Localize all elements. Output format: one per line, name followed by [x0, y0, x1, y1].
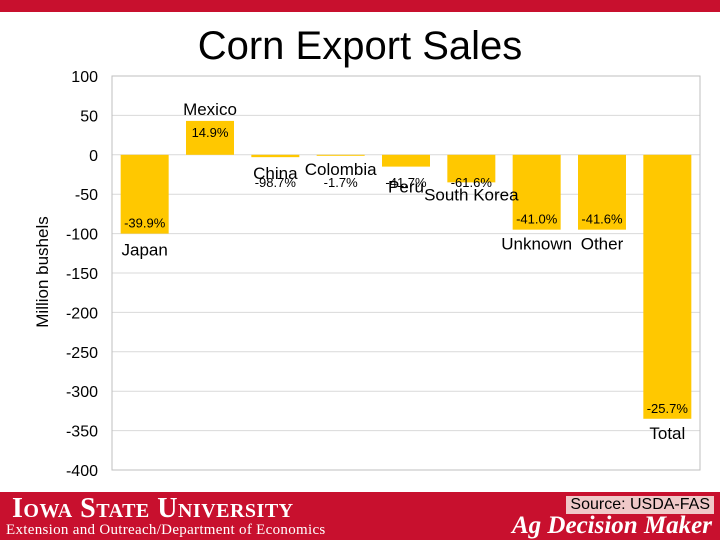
y-tick-label: -400	[66, 463, 98, 480]
y-axis-label: Million bushels	[33, 216, 52, 328]
bar-chart: 100 50 0 -50 -100 -150 -200 -250 -300 -350 -400 -3…	[0, 0, 720, 492]
data-label: -39.9%	[124, 216, 166, 231]
footer-bar: Iowa State University Extension and Outr…	[0, 492, 720, 540]
y-tick-label: -100	[66, 227, 98, 244]
y-tick-label: 0	[89, 148, 98, 165]
y-tick-label: 50	[80, 108, 98, 125]
data-label: 14.9%	[192, 125, 229, 140]
x-category-label: Mexico	[183, 100, 237, 119]
bar-china	[251, 155, 299, 157]
y-tick-label: 100	[71, 69, 98, 86]
x-category-label: China	[253, 164, 298, 183]
x-category-label: Colombia	[305, 160, 377, 179]
x-category-label: Japan	[122, 241, 168, 260]
x-category-label: South Korea	[424, 185, 519, 204]
x-category-label: Unknown	[501, 235, 572, 254]
y-tick-label: -150	[66, 266, 98, 283]
bar-colombia	[317, 155, 365, 156]
extension-department-text: Extension and Outreach/Department of Eco…	[6, 522, 326, 539]
x-category-label: Peru	[388, 178, 424, 197]
isu-wordmark-logo: Iowa State University	[12, 494, 294, 524]
y-tick-label: -200	[66, 305, 98, 322]
y-tick-label: -300	[66, 384, 98, 401]
ag-decision-maker-logo: Ag Decision Maker	[512, 512, 712, 540]
data-label: -41.0%	[516, 212, 558, 227]
y-tick-label: -350	[66, 424, 98, 441]
y-tick-label: -50	[75, 187, 98, 204]
x-category-label: Other	[581, 235, 624, 254]
y-tick-label: -250	[66, 345, 98, 362]
bar-total	[643, 155, 691, 419]
data-label: -25.7%	[647, 401, 689, 416]
bar-peru	[382, 155, 430, 167]
data-label: -41.6%	[581, 212, 623, 227]
x-category-label: Total	[649, 424, 685, 443]
